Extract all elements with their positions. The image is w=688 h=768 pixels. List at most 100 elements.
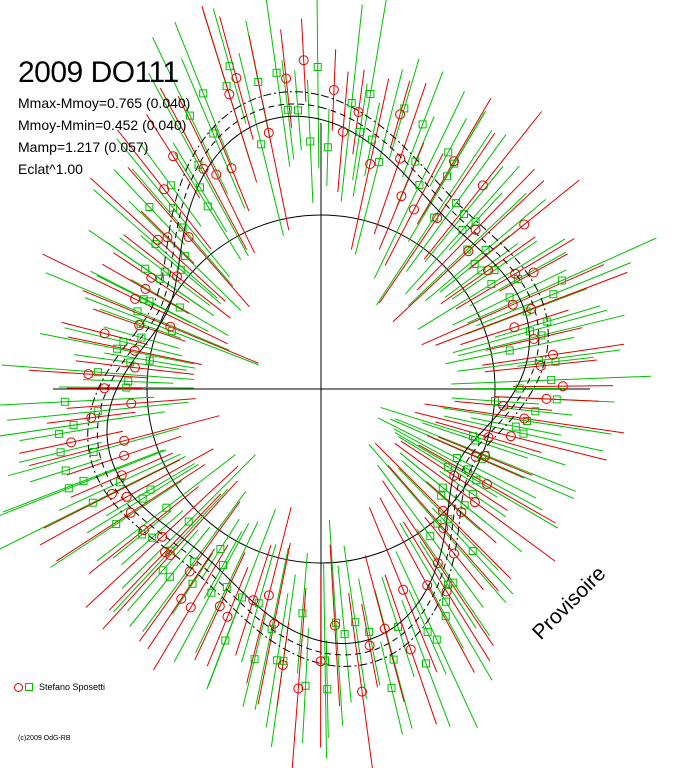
- data-point-circle: [263, 590, 274, 601]
- data-point-square: [543, 317, 552, 326]
- data-point-square: [133, 307, 142, 316]
- data-point-circle: [121, 491, 132, 502]
- error-bar: [102, 263, 190, 315]
- data-point-circle: [162, 232, 173, 243]
- error-bar: [364, 102, 380, 177]
- error-bar: [73, 354, 187, 371]
- error-bar: [102, 480, 238, 630]
- data-point-circle: [365, 159, 376, 169]
- data-point-square: [511, 422, 520, 431]
- data-point-square: [93, 407, 102, 416]
- error-bar: [213, 125, 250, 212]
- data-point-circle: [293, 683, 304, 694]
- error-bar: [414, 411, 607, 461]
- error-bar: [19, 430, 124, 454]
- data-point-square: [438, 483, 447, 492]
- data-point-circle: [438, 505, 448, 516]
- data-point-circle: [146, 272, 157, 283]
- error-bar: [172, 142, 228, 233]
- error-bar: [148, 73, 249, 257]
- error-bar: [0, 411, 165, 437]
- error-bar: [340, 4, 363, 202]
- data-point-square: [444, 148, 453, 157]
- data-point-circle: [505, 431, 516, 442]
- data-point-circle: [535, 360, 546, 371]
- data-point-square: [273, 656, 282, 665]
- error-bar: [401, 460, 481, 531]
- error-bar: [117, 129, 212, 250]
- data-point-circle: [379, 623, 390, 634]
- error-bar: [43, 459, 181, 529]
- data-point-square: [196, 183, 204, 192]
- data-point-square: [267, 624, 276, 633]
- data-point-square: [443, 462, 452, 471]
- data-point-square: [426, 532, 435, 541]
- error-bar: [265, 0, 291, 167]
- data-point-circle: [116, 470, 127, 481]
- data-point-square: [209, 129, 218, 138]
- error-bar: [417, 238, 566, 330]
- data-point-square: [203, 202, 212, 211]
- error-bar: [201, 6, 258, 183]
- error-bar: [42, 253, 228, 345]
- data-point-circle: [498, 400, 509, 411]
- data-point-circle: [138, 525, 149, 536]
- data-point-square: [119, 337, 128, 346]
- error-bar: [392, 180, 545, 323]
- error-bar: [75, 360, 195, 375]
- data-point-square: [180, 251, 189, 260]
- data-point-square: [537, 331, 546, 340]
- error-bar: [452, 269, 567, 326]
- error-bar: [66, 435, 182, 476]
- error-bar: [440, 236, 536, 305]
- error-bar: [381, 576, 415, 678]
- error-bar: [394, 442, 556, 562]
- error-bar: [448, 192, 503, 251]
- chart-title: 2009 DO111: [18, 56, 179, 89]
- data-point-square: [188, 579, 197, 588]
- data-point-circle: [315, 656, 326, 667]
- data-point-circle: [126, 398, 137, 409]
- error-bar: [485, 327, 583, 351]
- error-bar: [416, 529, 491, 637]
- error-bar: [61, 321, 148, 345]
- data-point-square: [156, 274, 164, 283]
- data-point-square: [138, 494, 147, 503]
- data-point-square: [93, 368, 102, 377]
- data-point-circle: [211, 169, 222, 180]
- data-point-square: [464, 465, 472, 474]
- data-point-circle: [353, 107, 364, 117]
- data-point-square: [294, 106, 302, 115]
- data-point-square: [387, 684, 396, 693]
- error-bar: [296, 553, 308, 674]
- data-point-circle: [184, 566, 195, 577]
- data-point-square: [332, 618, 340, 627]
- error-bar: [358, 578, 381, 686]
- error-bar: [147, 548, 216, 650]
- data-point-circle: [176, 593, 187, 604]
- copyright-credit: (c)2009 OdG-RB: [18, 735, 71, 742]
- data-point-square: [513, 275, 522, 283]
- data-point-square: [472, 476, 481, 485]
- error-bar: [177, 95, 256, 254]
- data-point-square: [190, 557, 199, 566]
- error-bar: [58, 453, 181, 511]
- data-point-circle: [463, 246, 474, 257]
- error-bar: [377, 417, 537, 499]
- error-bar: [281, 60, 295, 160]
- error-bar: [470, 417, 562, 436]
- data-point-circle: [395, 153, 406, 164]
- data-point-square: [443, 172, 451, 181]
- error-bar: [152, 37, 228, 194]
- error-bar: [248, 35, 290, 231]
- error-bar: [424, 166, 504, 263]
- data-point-square: [368, 135, 376, 144]
- error-bar: [376, 464, 484, 608]
- error-bar: [7, 401, 189, 421]
- data-point-square: [460, 210, 468, 219]
- data-point-circle: [248, 595, 259, 606]
- error-bar: [70, 452, 174, 498]
- data-point-square: [505, 346, 514, 355]
- data-point-square: [422, 659, 430, 668]
- error-bar: [105, 241, 215, 317]
